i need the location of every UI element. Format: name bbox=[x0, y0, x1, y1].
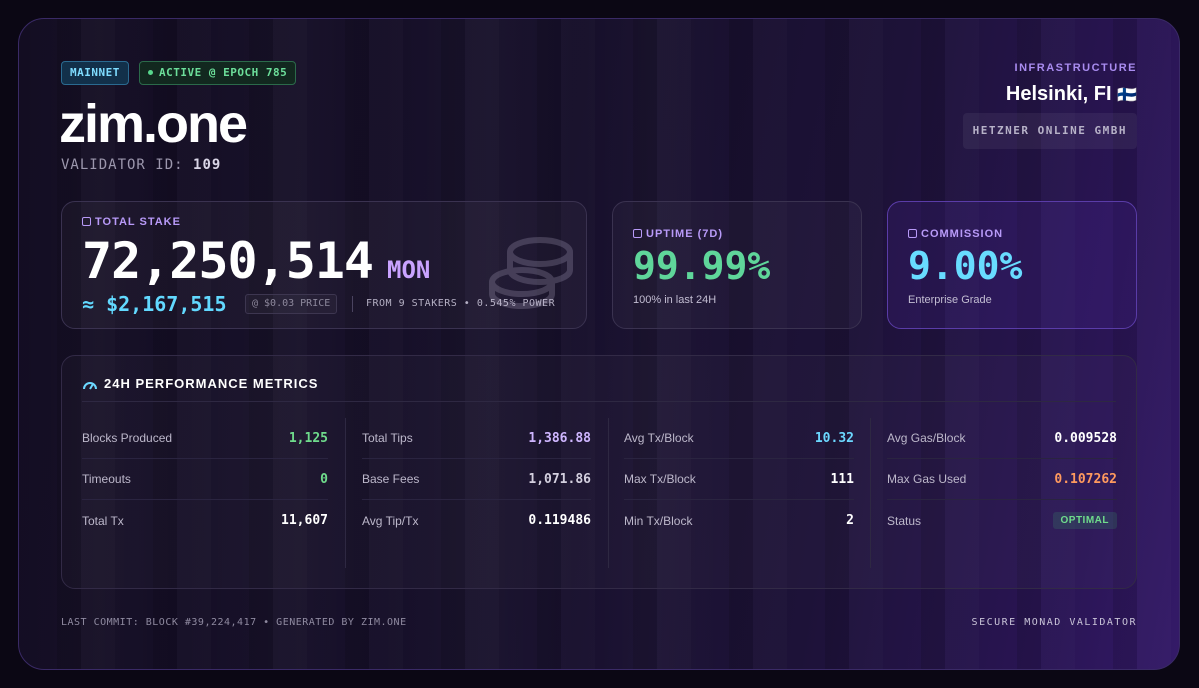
infrastructure-city: Helsinki, FI 🇫🇮 bbox=[1006, 83, 1137, 106]
status-badge: ACTIVE @ EPOCH 785 bbox=[139, 61, 297, 85]
city-name: Helsinki, FI bbox=[1005, 83, 1112, 105]
metric-row: Blocks Produced 1,125 bbox=[82, 418, 328, 459]
metric-row: Avg Tip/Tx 0.119486 bbox=[362, 500, 591, 541]
hosting-provider: HETZNER ONLINE GMBH bbox=[962, 113, 1137, 149]
metrics-column-tx: Avg Tx/Block 10.32 Max Tx/Block 111 Min Tx… bbox=[624, 418, 854, 568]
metric-row: Avg Tx/Block 10.32 bbox=[624, 418, 854, 459]
metric-label: Avg Tip/Tx bbox=[362, 513, 419, 528]
metrics-divider bbox=[82, 401, 1116, 402]
finland-flag-icon: 🇫🇮 bbox=[1117, 87, 1137, 104]
metric-label: Status bbox=[887, 513, 922, 528]
metric-label: Avg Gas/Block bbox=[887, 431, 966, 445]
status-dot-icon bbox=[148, 69, 153, 75]
performance-metrics-panel: 24H PERFORMANCE METRICS Blocks Produced 1… bbox=[61, 355, 1137, 589]
metrics-title: 24H PERFORMANCE METRICS bbox=[82, 376, 318, 391]
commission-value: 9.00% bbox=[908, 244, 1023, 288]
metric-label: Blocks Produced bbox=[82, 431, 173, 445]
uptime-value: 99.99% bbox=[633, 244, 771, 288]
metric-value: 0.009528 bbox=[1054, 430, 1117, 446]
commission-panel: COMMISSION 9.00% Enterprise Grade bbox=[887, 201, 1137, 329]
uptime-note: 100% in last 24H bbox=[633, 294, 717, 306]
validator-id: VALIDATOR ID: 109 bbox=[61, 157, 221, 173]
total-stake-panel: TOTAL STAKE 72,250,514 MON ≈ $2,167,515 … bbox=[61, 201, 587, 329]
metric-row: Min Tx/Block 2 bbox=[624, 500, 854, 541]
column-divider bbox=[608, 418, 609, 568]
metric-row: Total Tips 1,386.88 bbox=[362, 418, 591, 459]
footer-commit: LAST COMMIT: BLOCK #39,224,417 • GENERAT… bbox=[61, 617, 407, 628]
stake-usd-value: ≈ $2,167,515 bbox=[82, 292, 227, 316]
status-optimal-badge: OPTIMAL bbox=[1052, 512, 1117, 529]
metric-label: Total Tips bbox=[362, 431, 413, 445]
metric-value: 1,071.86 bbox=[528, 471, 591, 487]
metric-row: Max Tx/Block 111 bbox=[624, 459, 854, 500]
metrics-column-gas: Avg Gas/Block 0.009528 Max Gas Used 0.1072… bbox=[887, 418, 1117, 568]
gauge-icon bbox=[83, 382, 97, 390]
metrics-title-text: 24H PERFORMANCE METRICS bbox=[104, 376, 319, 391]
uptime-panel: UPTIME (7D) 99.99% 100% in last 24H bbox=[612, 201, 862, 329]
validator-card: MAINNET ACTIVE @ EPOCH 785 zim.one VALID… bbox=[18, 18, 1180, 670]
uptime-label: UPTIME (7D) bbox=[633, 228, 723, 240]
metric-value: 1,386.88 bbox=[528, 430, 591, 446]
metric-value: 111 bbox=[830, 471, 854, 487]
infrastructure-label: INFRASTRUCTURE bbox=[1014, 62, 1137, 74]
metric-row: Status OPTIMAL bbox=[887, 500, 1117, 541]
validator-id-value: 109 bbox=[193, 157, 222, 173]
metric-value: 10.32 bbox=[814, 430, 854, 446]
metric-label: Max Gas Used bbox=[887, 472, 967, 486]
metric-row: Max Gas Used 0.107262 bbox=[887, 459, 1117, 500]
coins-icon bbox=[489, 237, 573, 309]
commission-note: Enterprise Grade bbox=[908, 294, 992, 306]
metrics-column-fees: Total Tips 1,386.88 Base Fees 1,071.86 Avg… bbox=[362, 418, 591, 568]
metric-value: 1,125 bbox=[288, 430, 328, 446]
metric-row: Avg Gas/Block 0.009528 bbox=[887, 418, 1117, 459]
metric-row: Total Tx 11,607 bbox=[82, 500, 328, 541]
metric-label: Timeouts bbox=[82, 472, 131, 486]
total-stake-value: 72,250,514 bbox=[82, 232, 374, 290]
metric-row: Base Fees 1,071.86 bbox=[362, 459, 591, 500]
column-divider bbox=[345, 418, 346, 568]
percent-icon bbox=[908, 229, 917, 238]
metric-row: Timeouts 0 bbox=[82, 459, 328, 500]
network-badge: MAINNET bbox=[61, 61, 129, 85]
metrics-column-blocks: Blocks Produced 1,125 Timeouts 0 Total Tx 1… bbox=[82, 418, 328, 568]
metric-value: 11,607 bbox=[281, 513, 328, 528]
commission-label-text: COMMISSION bbox=[921, 228, 1004, 240]
commission-label: COMMISSION bbox=[908, 228, 1003, 240]
metric-value: 0.119486 bbox=[528, 513, 591, 528]
uptime-label-text: UPTIME (7D) bbox=[646, 228, 723, 240]
metric-value: 0.107262 bbox=[1054, 471, 1117, 487]
metric-label: Total Tx bbox=[82, 513, 124, 528]
status-badge-label: ACTIVE @ EPOCH 785 bbox=[159, 66, 288, 79]
stake-unit: MON bbox=[387, 256, 431, 284]
token-price: @ $0.03 PRICE bbox=[245, 294, 338, 314]
monitor-icon bbox=[633, 229, 642, 238]
total-stake-label-text: TOTAL STAKE bbox=[95, 216, 181, 228]
column-divider bbox=[870, 418, 871, 568]
divider bbox=[352, 296, 353, 312]
validator-id-label: VALIDATOR ID: bbox=[61, 157, 184, 173]
metric-label: Min Tx/Block bbox=[624, 513, 693, 528]
total-stake-label: TOTAL STAKE bbox=[82, 216, 181, 228]
footer-tagline: SECURE MONAD VALIDATOR bbox=[971, 617, 1137, 628]
metric-label: Avg Tx/Block bbox=[624, 431, 694, 445]
layers-icon bbox=[82, 217, 91, 226]
brand-title: zim.one bbox=[59, 94, 248, 154]
metric-value: 0 bbox=[320, 471, 328, 487]
metric-label: Max Tx/Block bbox=[624, 472, 696, 486]
metric-value: 2 bbox=[846, 513, 854, 528]
stakers-power: FROM 9 STAKERS • 0.545% POWER bbox=[366, 298, 556, 309]
metric-label: Base Fees bbox=[362, 472, 420, 486]
